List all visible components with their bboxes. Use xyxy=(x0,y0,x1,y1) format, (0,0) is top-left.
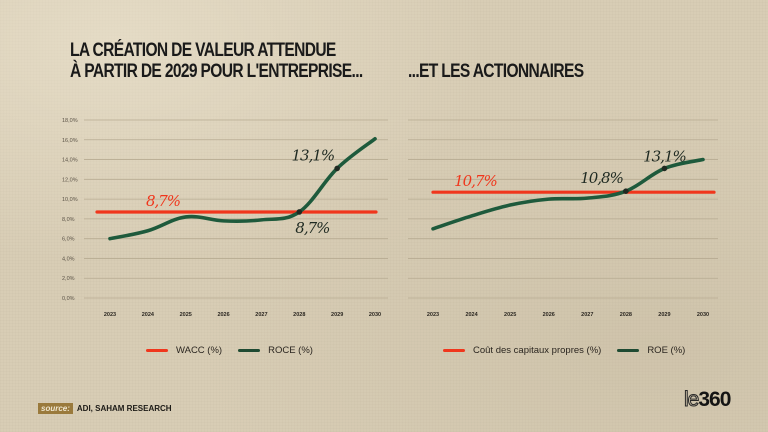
legend-label-wacc: WACC (%) xyxy=(176,345,223,356)
x-tick-label: 2028 xyxy=(293,312,305,318)
y-tick-label: 6,0% xyxy=(62,237,75,243)
x-tick-label: 2027 xyxy=(255,312,267,318)
x-tick-label: 2025 xyxy=(180,312,192,318)
data-label: 13,1% xyxy=(291,146,334,164)
chart-title-left: La création de valeur attendue à partir … xyxy=(70,40,363,82)
source-tag: source: xyxy=(38,403,73,414)
legend-label-roe: ROE (%) xyxy=(647,345,686,356)
source-text: ADI, SAHAM RESEARCH xyxy=(76,404,172,413)
logo-part-le: le xyxy=(683,388,699,412)
le360-logo: le360 xyxy=(683,388,731,412)
data-label: 13,1% xyxy=(643,147,686,165)
source-line: source: ADI, SAHAM RESEARCH xyxy=(38,403,172,414)
data-label: 10,8% xyxy=(580,169,623,187)
legend-left: WACC (%) ROCE (%) xyxy=(146,345,329,356)
legend-swatch-wacc xyxy=(146,349,168,352)
legend-label-cost-of-equity: Coût des capitaux propres (%) xyxy=(473,345,602,356)
legend-label-roce: ROCE (%) xyxy=(268,345,313,356)
x-tick-label: 2025 xyxy=(504,312,516,318)
y-tick-label: 0,0% xyxy=(62,296,75,302)
y-tick-label: 2,0% xyxy=(62,276,75,282)
data-label: 8,7% xyxy=(295,219,330,237)
y-tick-label: 4,0% xyxy=(62,256,75,262)
x-tick-label: 2026 xyxy=(543,312,555,318)
legend-right: Coût des capitaux propres (%) ROE (%) xyxy=(443,345,701,356)
data-point-marker xyxy=(661,165,668,172)
chart-title-left-line-1: La création de valeur attendue xyxy=(70,40,336,61)
y-tick-label: 16,0% xyxy=(62,138,78,144)
x-tick-label: 2023 xyxy=(427,312,439,318)
series-line-1 xyxy=(431,157,705,231)
x-tick-label: 2030 xyxy=(369,312,381,318)
x-tick-label: 2030 xyxy=(697,312,709,318)
x-tick-label: 2024 xyxy=(142,312,155,318)
y-tick-label: 10,0% xyxy=(62,197,78,203)
x-tick-label: 2029 xyxy=(658,312,670,318)
chart-roe-cost-of-equity: 2023 2024 2025 2026 2027 2028 2029 2030 10,7% 10,… xyxy=(408,119,718,318)
y-tick-label: 8,0% xyxy=(62,217,75,223)
series-line-1 xyxy=(108,136,377,241)
x-tick-label: 2028 xyxy=(620,312,632,318)
chart-title-left-line-2: à partir de 2029 pour l'entreprise... xyxy=(70,61,363,82)
x-tick-label: 2027 xyxy=(581,312,593,318)
y-tick-label: 18,0% xyxy=(62,118,78,124)
data-point-marker xyxy=(296,209,303,215)
chart-roce-wacc: 0,0% 2,0% 4,0% 6,0% 8,0% 10,0% 12,0% 14,0% 16,0%… xyxy=(62,118,388,318)
legend-swatch-roe xyxy=(617,349,640,352)
x-tick-label: 2029 xyxy=(331,312,343,318)
data-point-marker xyxy=(334,165,340,172)
legend-swatch-cost-of-equity xyxy=(443,349,465,352)
logo-part-360: 360 xyxy=(698,388,731,411)
x-tick-label: 2023 xyxy=(104,312,116,318)
legend-swatch-roce xyxy=(238,349,261,352)
y-tick-label: 14,0% xyxy=(62,158,78,164)
data-label: 8,7% xyxy=(146,192,181,210)
x-tick-label: 2024 xyxy=(465,312,478,318)
data-label: 10,7% xyxy=(454,172,497,190)
chart-title-right: ...et les actionnaires xyxy=(408,61,584,82)
x-tick-label: 2026 xyxy=(217,312,229,318)
data-point-marker xyxy=(623,188,629,194)
y-tick-label: 12,0% xyxy=(62,177,78,183)
